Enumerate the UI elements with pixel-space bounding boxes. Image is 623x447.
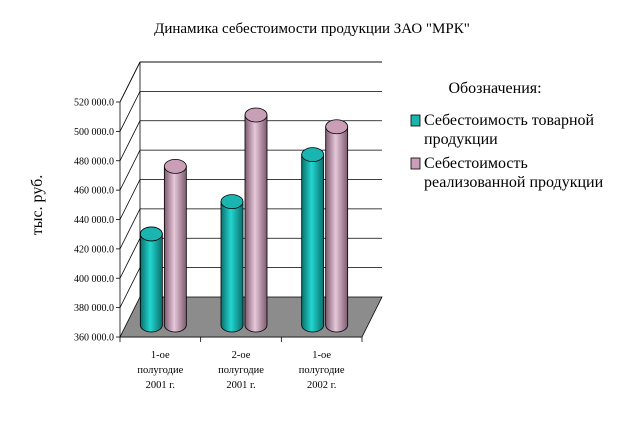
legend-swatch-series-2 — [410, 157, 421, 170]
bar — [244, 107, 268, 333]
x-tick-label: 1-ое полугодие 2002 г. — [299, 350, 345, 391]
legend-title: Обозначения: — [448, 80, 541, 97]
gridline — [119, 61, 382, 103]
legend-label-series-1: Себестоимость товарной продукции — [424, 112, 598, 148]
chart-title: Динамика себестоимости продукции ЗАО "МР… — [154, 21, 470, 37]
bar — [163, 158, 187, 333]
bar-body — [325, 126, 349, 333]
bar-top — [244, 107, 268, 123]
bar-body — [220, 201, 244, 333]
y-tick-label: 480 000.0 — [74, 156, 114, 167]
y-tick-label: 420 000.0 — [74, 244, 114, 255]
x-tick-label: 1-ое полугодие 2001 г. — [137, 350, 183, 391]
y-tick-label: 460 000.0 — [74, 186, 114, 197]
bar-top — [325, 119, 349, 135]
bar-top — [139, 226, 163, 242]
bar — [220, 194, 244, 333]
bars — [139, 107, 349, 333]
y-tick-label: 380 000.0 — [74, 303, 114, 314]
bar-top — [220, 194, 244, 210]
x-tick-label: 2-ое полугодие 2001 г. — [218, 350, 264, 391]
y-axis-ticks: 360 000.0 380 000.0 400 000.0 420 000.0 440 … — [74, 98, 120, 344]
y-tick-label: 440 000.0 — [74, 215, 114, 226]
bar-top — [301, 147, 325, 163]
y-axis-label: тыс. руб. — [29, 175, 46, 236]
bar-body — [301, 154, 325, 333]
bar-body — [139, 233, 163, 333]
legend: Обозначения: Себестоимость товарной прод… — [410, 80, 604, 191]
y-tick-label: 520 000.0 — [74, 98, 114, 109]
x-axis-ticks: 1-ое полугодие 2001 г. 2-ое полугодие 2001 г.… — [119, 337, 363, 391]
bar-top — [163, 158, 187, 174]
side-wall-top-edge — [119, 61, 141, 103]
y-tick-label: 360 000.0 — [74, 333, 114, 344]
bar — [139, 226, 163, 333]
legend-swatch-series-1 — [410, 114, 421, 127]
bar — [325, 119, 349, 333]
legend-label-series-2: Себестоимость реализованной продукции — [424, 155, 604, 191]
bar-body — [163, 165, 187, 333]
bar-body — [244, 114, 268, 333]
y-tick-label: 500 000.0 — [74, 127, 114, 138]
bar — [301, 147, 325, 333]
y-tick-label: 400 000.0 — [74, 274, 114, 285]
